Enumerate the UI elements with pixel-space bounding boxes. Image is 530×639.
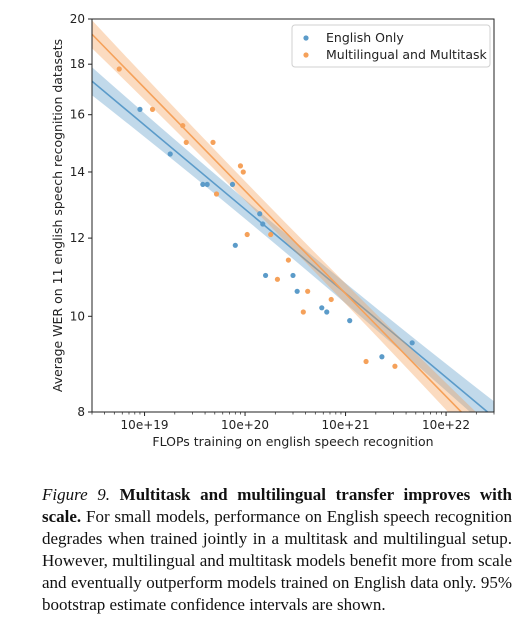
fit-line-1: [92, 33, 463, 412]
data-point-s1-5: [213, 191, 220, 197]
y-axis-label: Average WER on 11 english speech recogni…: [50, 39, 65, 392]
data-point-s1-4: [210, 139, 216, 145]
data-point-s0-8: [262, 272, 269, 279]
data-point-s0-3: [204, 181, 210, 188]
data-point-s0-12: [324, 309, 330, 315]
legend-marker-1: [303, 52, 309, 58]
x-tick-label-2: 10e+21: [322, 418, 370, 432]
data-point-s0-4: [229, 181, 236, 188]
data-point-s1-0: [116, 66, 122, 72]
data-point-s1-7: [240, 169, 246, 175]
caption-text: For small models, performance on English…: [42, 507, 512, 614]
legend-box: [291, 24, 491, 68]
data-point-s1-11: [285, 257, 292, 263]
y-tick-label-0: 8: [77, 405, 85, 419]
data-point-s0-10: [294, 288, 300, 294]
confidence-band-0: [92, 67, 494, 412]
y-tick-label-2: 12: [70, 231, 85, 245]
plot-clip-group: [92, 20, 494, 412]
data-point-s0-14: [379, 354, 385, 360]
legend-label-1: Multilingual and Multitask: [326, 47, 488, 62]
data-point-s1-1: [149, 106, 156, 112]
plot-area: [92, 20, 494, 412]
y-tick-label-1: 10: [70, 309, 85, 323]
figure-caption: Figure 9. Multitask and multilingual tra…: [42, 484, 512, 616]
x-axis-label: FLOPs training on english speech recogni…: [152, 434, 433, 449]
y-tick-label-5: 18: [70, 57, 85, 71]
data-point-s1-9: [268, 231, 274, 238]
caption-title: Multitask and multilingual transfer impr…: [42, 485, 512, 526]
data-point-s1-3: [183, 139, 189, 145]
data-point-s1-14: [328, 296, 334, 303]
data-point-s0-6: [257, 211, 263, 217]
axes: 10e+19 10e+20 10e+21 10e+22 8 10 12 14 16 18 20: [70, 12, 495, 432]
data-point-s0-15: [409, 340, 415, 346]
y-tick-label-3: 14: [70, 165, 85, 179]
chart: 10e+19 10e+20 10e+21 10e+22 8 10 12 14 16 18 20 En…: [50, 12, 495, 449]
data-point-s1-12: [300, 309, 306, 315]
data-point-s1-10: [274, 276, 281, 282]
data-point-s0-7: [260, 221, 266, 227]
data-point-s0-5: [232, 242, 238, 248]
data-point-s0-2: [200, 181, 206, 188]
data-point-s1-15: [363, 358, 369, 365]
data-point-s1-13: [305, 288, 311, 294]
fit-line-0: [92, 80, 489, 412]
data-point-s0-11: [319, 305, 325, 311]
y-tick-label-6: 20: [70, 12, 85, 26]
plot-frame: [91, 18, 495, 413]
data-point-s1-8: [244, 231, 250, 238]
data-point-s1-2: [180, 122, 186, 129]
x-tick-label-3: 10e+22: [422, 418, 470, 432]
data-point-s0-1: [167, 151, 173, 157]
legend-marker-0: [303, 35, 309, 41]
data-point-s1-16: [392, 363, 398, 369]
data-point-s0-9: [290, 272, 296, 279]
y-tick-label-4: 16: [70, 108, 85, 122]
legend: English Only Multilingual and Multitask: [291, 24, 491, 68]
data-point-s0-13: [347, 318, 353, 324]
x-tick-label-1: 10e+20: [221, 418, 269, 432]
data-point-s1-6: [237, 163, 244, 169]
legend-label-0: English Only: [326, 30, 404, 45]
x-tick-label-0: 10e+19: [121, 418, 169, 432]
caption-label: Figure 9.: [42, 485, 111, 504]
data-point-s0-0: [137, 106, 143, 112]
